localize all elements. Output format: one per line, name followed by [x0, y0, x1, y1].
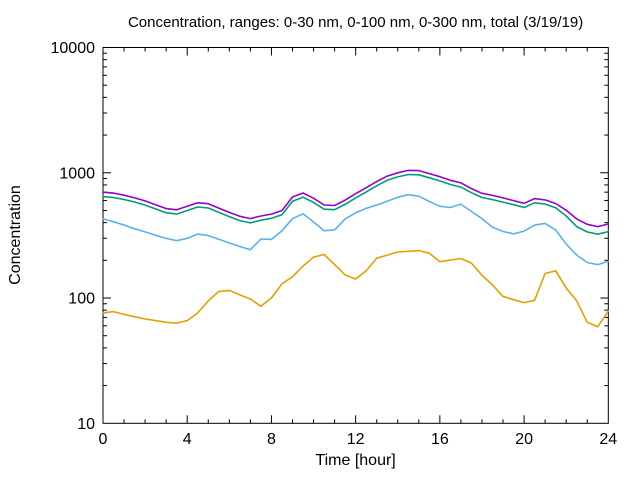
series-line-0-30-nm [102, 249, 610, 328]
x-tick-label: 8 [267, 431, 276, 448]
x-tick-label: 24 [599, 431, 617, 448]
chart-layer: 0 4 8 12 16 20 24 10 100 1000 10000 [51, 40, 618, 448]
y-tick-label: 1000 [59, 165, 95, 182]
series-line-0-300-nm [102, 173, 610, 235]
x-tick-label: 12 [347, 431, 365, 448]
x-axis-label: Time [hour] [315, 452, 395, 469]
plot-frame [102, 47, 609, 424]
y-axis-label: Concentration [7, 185, 24, 285]
series-line-total [102, 169, 610, 228]
x-tick-label: 4 [183, 431, 192, 448]
y-tick-label: 10 [77, 416, 95, 433]
x-tick-label: 16 [431, 431, 449, 448]
x-tick-label: 20 [515, 431, 533, 448]
x-tick-label: 0 [99, 431, 108, 448]
y-tick-label: 10000 [51, 40, 96, 57]
y-tick-label: 100 [68, 291, 95, 308]
chart-title: Concentration, ranges: 0-30 nm, 0-100 nm… [128, 14, 583, 31]
series-line-0-100-nm [102, 193, 610, 266]
